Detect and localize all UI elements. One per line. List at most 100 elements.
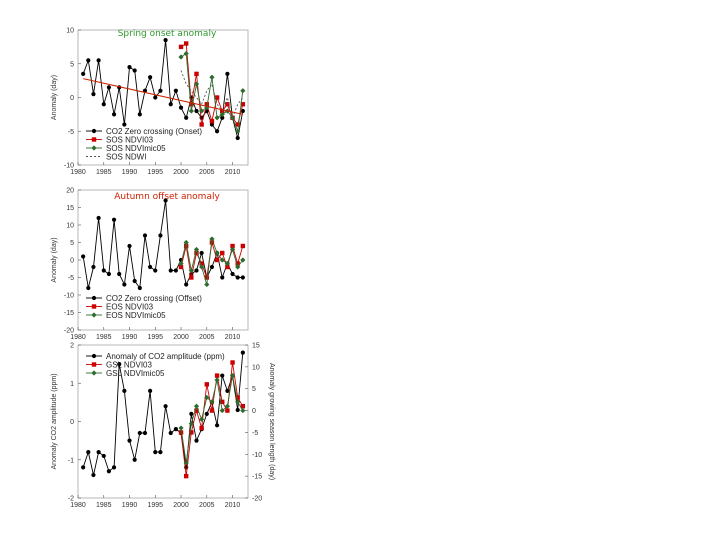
data-point (193, 246, 200, 253)
data-point (230, 360, 235, 365)
x-tick-label: 2005 (199, 334, 215, 341)
data-point (183, 239, 189, 246)
spring-onset-chart: -10 -5 0 5 10 1980 1985 1990 1995 2000 2005 2010 Ano… (51, 28, 249, 176)
y-axis-label: Anomaly CO2 amplitude (ppm) (51, 373, 58, 469)
data-point (204, 394, 210, 401)
y-tick-label: 20 (66, 188, 74, 195)
data-point (240, 243, 246, 249)
data-point (214, 115, 220, 121)
data-point (220, 275, 225, 280)
data-point (220, 115, 225, 120)
data-point (86, 450, 91, 455)
data-point (183, 473, 189, 479)
legend-swatch-marker (91, 128, 97, 134)
chart-title: Autumn offset anomaly (114, 192, 220, 202)
data-point (132, 457, 137, 462)
data-point (204, 411, 209, 416)
data-point (194, 408, 199, 413)
legend-entry: Anomaly of CO2 amplitude (ppm) (106, 352, 225, 361)
data-point (142, 233, 148, 238)
data-point (106, 271, 112, 277)
x-tick-label: 1990 (122, 502, 138, 509)
series-gsl-ndvi03 (178, 360, 246, 479)
data-point (96, 450, 101, 455)
legend-swatch-marker (91, 304, 97, 309)
data-point (225, 408, 230, 413)
series-eos-ndvimic05 (178, 236, 246, 288)
series-line (82, 200, 243, 290)
data-point (220, 250, 225, 256)
data-point (229, 115, 236, 121)
data-point (148, 264, 153, 270)
autumn-offset-chart: -20 -15 -10 -5 0 5 10 15 20 1980 1985 1990 1995 2000 2… (51, 188, 249, 341)
data-point (158, 233, 163, 238)
data-point (229, 246, 236, 253)
x-tick-label: 1980 (70, 169, 86, 176)
x-tick-label: 2000 (173, 334, 189, 341)
data-point (148, 75, 153, 80)
data-point (209, 118, 215, 124)
data-point (199, 264, 205, 270)
data-point (193, 81, 200, 87)
x-tick-label: 1990 (122, 169, 138, 176)
y-tick-label: 10 (66, 223, 74, 230)
chart-title: Spring onset anomaly (118, 29, 217, 39)
trend-line (83, 78, 243, 115)
x-tick-label: 2010 (225, 334, 241, 341)
x-tick-label: 2010 (225, 169, 241, 176)
data-point (240, 257, 246, 263)
series-line (82, 40, 244, 139)
data-point (81, 254, 86, 259)
legend: CO2 Zero crossing (Offset)EOS NDVI03EOS … (86, 294, 202, 320)
y-tick-label: 15 (66, 205, 74, 212)
data-point (229, 373, 236, 379)
data-point (91, 92, 96, 97)
data-point (214, 423, 220, 428)
data-point (235, 395, 240, 400)
data-point (219, 257, 225, 263)
y-tick-label: -10 (64, 163, 74, 170)
data-point (184, 282, 189, 287)
x-tick-label: 2005 (199, 502, 215, 509)
data-point (188, 108, 194, 114)
data-point (111, 217, 117, 222)
data-point (214, 95, 220, 100)
data-point (189, 430, 194, 435)
x-tick-label: 1995 (147, 502, 163, 509)
legend-swatch-marker (91, 370, 97, 376)
series-co2-zero-crossing-offset (81, 198, 245, 291)
y-tick-label: 5 (70, 240, 74, 247)
data-point (178, 260, 184, 267)
series-co2-zero-crossing-onset (81, 38, 245, 141)
legend-entry: CO2 Zero crossing (Onset) (106, 127, 202, 136)
data-point (199, 425, 204, 431)
data-point (189, 275, 194, 280)
data-point (86, 285, 91, 291)
data-point (96, 58, 101, 63)
data-point (235, 122, 240, 127)
data-point (209, 122, 215, 127)
y-tick-label: -10 (64, 293, 74, 300)
data-point (183, 243, 189, 249)
data-point (91, 264, 96, 270)
data-point (117, 271, 122, 277)
data-point (127, 65, 132, 70)
y-tick-label: 0 (70, 419, 74, 426)
data-point (142, 430, 148, 436)
y-axis-label: Anomaly (day) (51, 75, 58, 120)
y-axis-label: Anomaly (day) (51, 237, 58, 282)
data-point (214, 250, 220, 256)
x-tick-label: 2000 (173, 502, 189, 509)
data-point (86, 58, 91, 63)
data-point (183, 41, 189, 46)
legend-swatch-marker (91, 295, 97, 301)
data-point (199, 416, 205, 422)
data-point (199, 122, 204, 127)
data-point (194, 71, 199, 77)
data-point (189, 411, 194, 416)
x-tick-label: 2000 (173, 169, 189, 176)
data-point (225, 264, 230, 270)
data-point (240, 407, 246, 414)
